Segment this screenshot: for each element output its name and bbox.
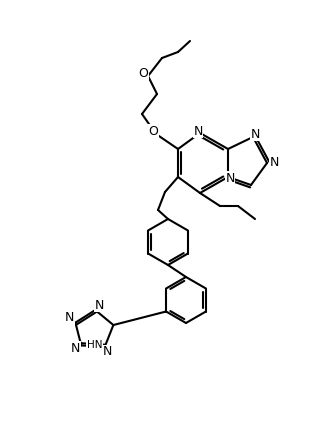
Text: N: N: [250, 128, 260, 141]
Text: N: N: [65, 311, 74, 324]
Text: N: N: [71, 342, 80, 355]
Text: O: O: [148, 125, 158, 138]
Text: N: N: [95, 298, 104, 311]
Text: N: N: [269, 155, 279, 168]
Text: N: N: [193, 125, 203, 138]
Text: N: N: [225, 172, 235, 185]
Text: N: N: [103, 345, 112, 358]
Text: O: O: [138, 66, 148, 79]
Text: HN: HN: [87, 340, 102, 350]
